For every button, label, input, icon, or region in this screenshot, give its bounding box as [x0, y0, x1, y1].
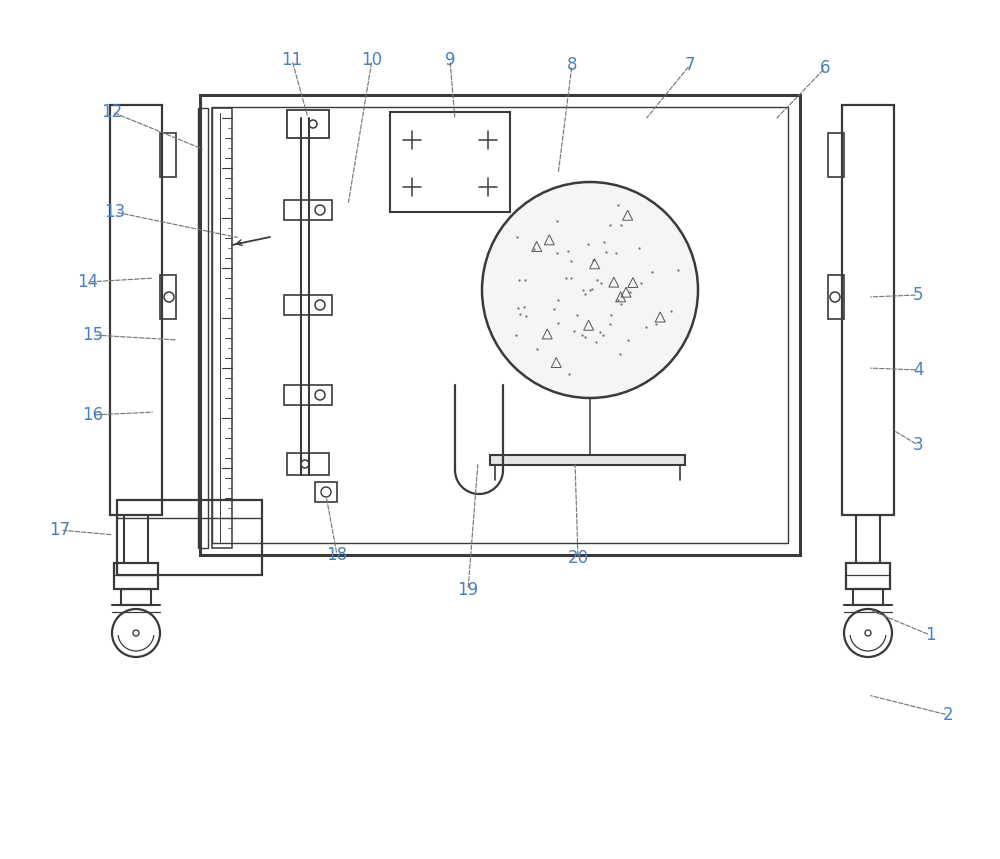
- Text: 5: 5: [913, 286, 923, 304]
- Bar: [200, 95, 800, 555]
- Text: 20: 20: [567, 549, 589, 567]
- Bar: [212, 107, 788, 543]
- Text: 14: 14: [77, 273, 99, 291]
- Bar: [828, 133, 844, 177]
- Bar: [284, 295, 332, 315]
- Text: 17: 17: [49, 521, 71, 539]
- Text: 3: 3: [913, 436, 923, 454]
- Bar: [846, 563, 890, 589]
- Text: 15: 15: [82, 326, 104, 344]
- Text: 9: 9: [445, 51, 455, 69]
- Text: 1: 1: [925, 626, 935, 644]
- Bar: [828, 275, 844, 319]
- Text: 13: 13: [104, 203, 126, 221]
- Text: 4: 4: [913, 361, 923, 379]
- Bar: [284, 200, 332, 220]
- Bar: [287, 110, 329, 138]
- Text: 2: 2: [943, 706, 953, 724]
- Bar: [110, 105, 162, 515]
- Text: 18: 18: [326, 546, 348, 564]
- Text: 6: 6: [820, 59, 830, 77]
- Bar: [121, 589, 151, 605]
- Text: 12: 12: [101, 103, 123, 121]
- Text: 19: 19: [457, 581, 479, 599]
- Bar: [160, 133, 176, 177]
- Text: 11: 11: [281, 51, 303, 69]
- Bar: [390, 112, 510, 212]
- Bar: [287, 453, 329, 475]
- Bar: [490, 455, 685, 465]
- Bar: [842, 105, 894, 515]
- Text: 8: 8: [567, 56, 577, 74]
- Bar: [160, 275, 176, 319]
- Bar: [198, 108, 208, 548]
- Bar: [315, 482, 337, 502]
- Text: 16: 16: [82, 406, 104, 424]
- Bar: [853, 589, 883, 605]
- Bar: [114, 563, 158, 589]
- Bar: [284, 385, 332, 405]
- Circle shape: [482, 182, 698, 398]
- Bar: [117, 500, 262, 575]
- Bar: [212, 108, 232, 548]
- Text: 7: 7: [685, 56, 695, 74]
- Text: 10: 10: [361, 51, 383, 69]
